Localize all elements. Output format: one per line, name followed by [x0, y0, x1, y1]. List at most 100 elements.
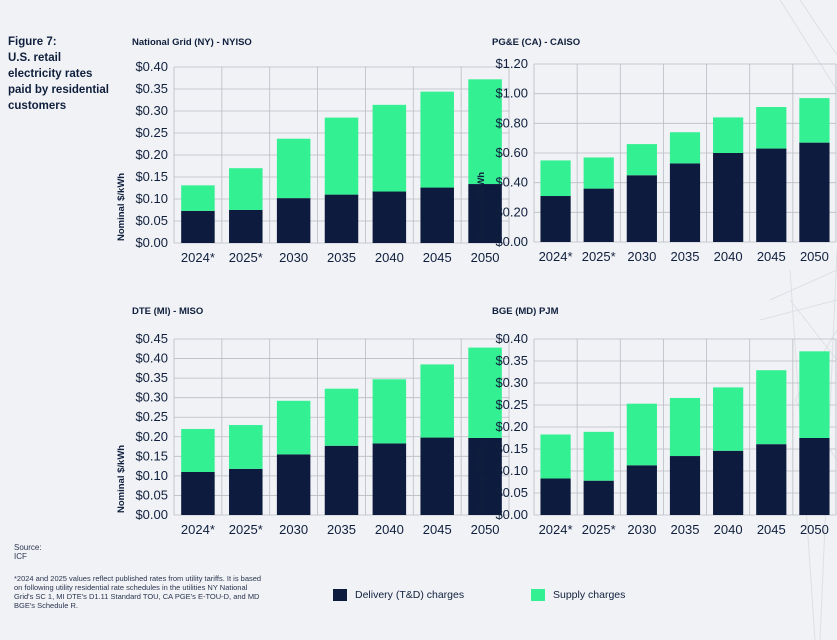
chart-title-pjm: BGE (MD) PJM — [492, 306, 559, 317]
y-tick-label: $0.20 — [135, 147, 168, 162]
bar-delivery — [583, 480, 614, 515]
y-tick-label: $0.15 — [495, 441, 528, 456]
bar-delivery — [669, 163, 701, 242]
bar-supply — [756, 107, 787, 149]
bar-supply — [626, 144, 657, 176]
y-axis-label: Nominal $/kWh — [476, 172, 487, 240]
y-tick-label: $0.25 — [135, 409, 168, 424]
x-tick-label: 2025* — [582, 249, 616, 264]
x-tick-label: 2040 — [714, 249, 743, 264]
bar-supply — [799, 98, 830, 143]
legend-swatch-delivery — [333, 589, 347, 601]
figure-title-line: customers — [8, 100, 67, 112]
bar-delivery — [799, 142, 830, 242]
x-tick-label: 2025* — [229, 250, 263, 265]
bar-delivery — [181, 471, 215, 515]
y-tick-label: $0.40 — [495, 175, 528, 190]
y-tick-label: $0.30 — [135, 103, 168, 118]
x-tick-label: 2040 — [714, 522, 743, 537]
bar-supply — [713, 387, 744, 451]
y-tick-label: $0.00 — [495, 507, 528, 522]
y-tick-label: $0.15 — [135, 448, 168, 463]
legend-label-supply: Supply charges — [553, 589, 626, 601]
x-tick-label: 2024* — [181, 250, 215, 265]
chart-title-nyiso: National Grid (NY) - NYISO — [132, 37, 252, 48]
y-tick-label: $1.00 — [495, 86, 528, 101]
legend-item-supply: Supply charges — [531, 589, 625, 601]
x-tick-label: 2024* — [539, 522, 573, 537]
y-tick-label: $0.40 — [135, 59, 168, 74]
bar-delivery — [713, 153, 744, 242]
bar-supply — [229, 425, 263, 469]
y-tick-label: $0.05 — [495, 485, 528, 500]
bar-delivery — [799, 438, 830, 515]
y-tick-label: $0.20 — [495, 419, 528, 434]
x-tick-label: 2045 — [757, 522, 786, 537]
legend-item-delivery: Delivery (T&D) charges — [333, 589, 464, 601]
bar-supply — [324, 388, 359, 446]
source-label: Source: — [14, 543, 42, 552]
y-tick-label: $0.35 — [495, 353, 528, 368]
bar-supply — [372, 379, 407, 444]
chart-nyiso: $0.00 $0.05 $0.10 $0.15 $0.20 $0.25 $0.30 $0.35… — [116, 59, 510, 265]
y-tick-label: $0.10 — [495, 463, 528, 478]
bar-delivery — [540, 478, 571, 515]
y-tick-label: $0.20 — [135, 429, 168, 444]
bar-delivery — [756, 148, 787, 242]
bar-supply — [583, 431, 614, 481]
y-tick-label: $0.05 — [135, 487, 168, 502]
y-tick-label: $0.20 — [495, 204, 528, 219]
y-axis-label: Nominal $/kWh — [476, 445, 487, 513]
bar-supply — [713, 117, 744, 153]
y-tick-label: $0.30 — [495, 375, 528, 390]
bar-delivery — [713, 450, 744, 515]
y-tick-label: $1.20 — [495, 56, 528, 71]
figure-title-line: Figure 7: — [8, 36, 57, 48]
figure-title-line: U.S. retail — [8, 52, 62, 64]
x-tick-label: 2045 — [423, 250, 452, 265]
y-tick-label: $0.25 — [135, 125, 168, 140]
x-tick-label: 2035 — [671, 522, 700, 537]
bar-supply — [468, 79, 502, 185]
legend-label-delivery: Delivery (T&D) charges — [355, 589, 465, 601]
y-tick-label: $0.00 — [135, 235, 168, 250]
y-tick-label: $0.45 — [135, 331, 168, 346]
y-tick-label: $0.80 — [495, 115, 528, 130]
bar-delivery — [276, 198, 311, 243]
x-tick-label: 2025* — [229, 522, 263, 537]
y-tick-label: $0.40 — [495, 331, 528, 346]
y-tick-label: $0.00 — [135, 507, 168, 522]
bar-delivery — [181, 210, 215, 243]
x-tick-label: 2024* — [181, 522, 215, 537]
x-tick-label: 2035 — [671, 249, 700, 264]
bar-supply — [669, 397, 701, 457]
x-tick-label: 2050 — [800, 522, 829, 537]
x-tick-label: 2050 — [471, 522, 500, 537]
bar-supply — [799, 351, 830, 438]
x-tick-label: 2030 — [279, 522, 308, 537]
figure-title-line: electricity rates — [8, 68, 93, 80]
bar-delivery — [626, 175, 657, 242]
bar-delivery — [229, 468, 263, 515]
bar-delivery — [372, 443, 407, 515]
y-tick-label: $0.05 — [135, 213, 168, 228]
x-tick-label: 2045 — [423, 522, 452, 537]
bar-supply — [669, 132, 701, 164]
x-tick-label: 2024* — [539, 249, 573, 264]
x-tick-label: 2040 — [375, 250, 404, 265]
x-tick-label: 2045 — [757, 249, 786, 264]
x-tick-label: 2030 — [279, 250, 308, 265]
bar-supply — [372, 104, 407, 192]
y-tick-label: $0.60 — [495, 145, 528, 160]
footnote: *2024 and 2025 values reflect published … — [14, 574, 262, 610]
legend-swatch-supply — [531, 589, 545, 601]
figure-title-line: paid by residential — [8, 84, 109, 96]
bar-delivery — [372, 191, 407, 243]
bar-supply — [626, 403, 657, 466]
bar-delivery — [583, 188, 614, 242]
bar-supply — [324, 117, 359, 195]
y-tick-label: $0.30 — [135, 390, 168, 405]
bar-delivery — [229, 210, 263, 243]
chart-title-miso: DTE (MI) - MISO — [132, 306, 204, 317]
bar-supply — [540, 434, 571, 479]
